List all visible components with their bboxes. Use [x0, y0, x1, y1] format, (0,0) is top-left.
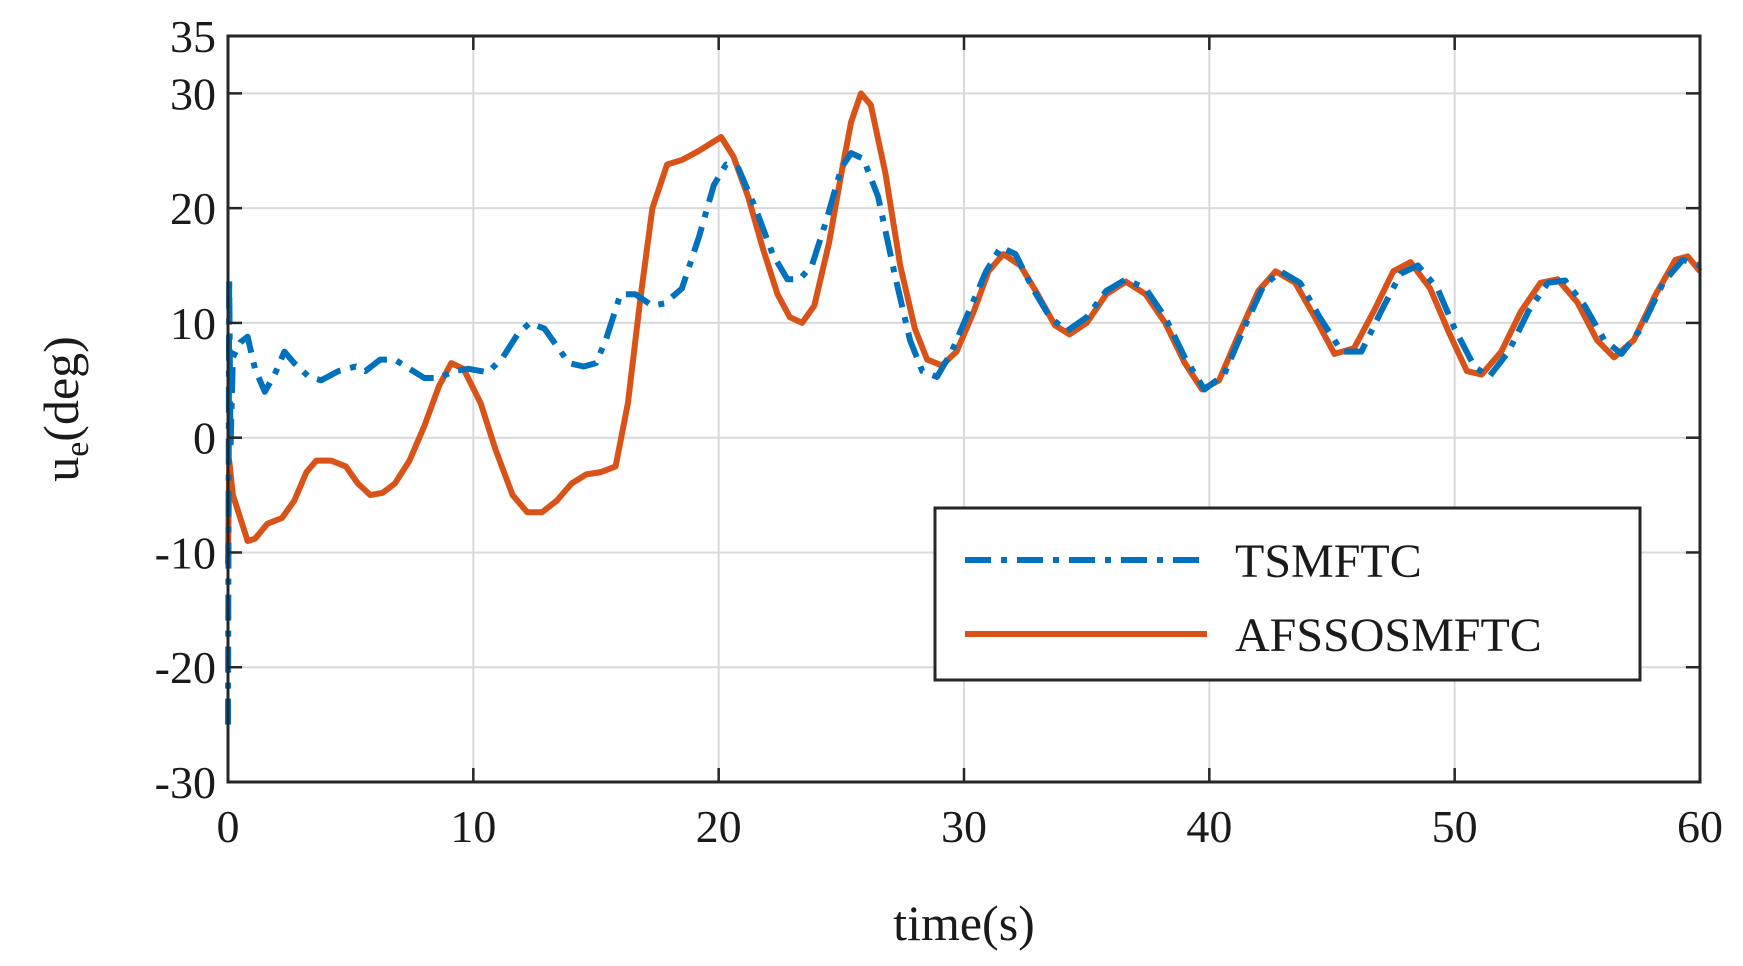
y-axis-title-unit: (deg)	[33, 336, 89, 442]
x-tick-label: 0	[217, 801, 240, 852]
y-tick-label: -30	[155, 757, 216, 808]
series-line-tsmftc	[225, 150, 1701, 725]
legend: TSMFTC AFSSOSMFTC	[933, 506, 1642, 682]
y-tick-label: 20	[170, 183, 216, 234]
y-axis-title-subscript: e	[59, 442, 96, 457]
legend-label-afssosmftc: AFSSOSMFTC	[1235, 609, 1542, 662]
x-tick-label: 10	[450, 801, 496, 852]
x-tick-labels: 0 10 20 30 40 50 60	[217, 801, 1724, 852]
y-tick-labels: -30 -20 -10 0 10 20 30 35	[155, 11, 216, 808]
y-axis-title: ue(deg)	[33, 336, 96, 482]
series-layer	[225, 90, 1703, 725]
y-tick-label: -10	[155, 527, 216, 578]
y-tick-label: 10	[170, 298, 216, 349]
series-line-afssosmftc	[225, 90, 1703, 564]
x-tick-label: 50	[1432, 801, 1478, 852]
x-tick-label: 60	[1677, 801, 1723, 852]
legend-label-tsmftc: TSMFTC	[1235, 535, 1422, 588]
x-tick-label: 30	[941, 801, 987, 852]
axis-ticks	[226, 34, 1702, 784]
x-tick-label: 20	[696, 801, 742, 852]
x-axis-title: time(s)	[893, 895, 1035, 951]
y-tick-label: 0	[193, 413, 216, 464]
y-tick-label: 35	[170, 11, 216, 62]
legend-box	[933, 506, 1642, 682]
y-tick-label: -20	[155, 642, 216, 693]
y-axis-title-main: u	[33, 457, 89, 482]
y-tick-label: 30	[170, 68, 216, 119]
x-tick-label: 40	[1186, 801, 1232, 852]
